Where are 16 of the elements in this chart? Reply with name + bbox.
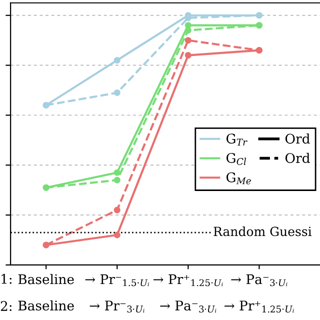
text: → Pr⁻$_{3·Uᵢ}$ <box>90 300 144 313</box>
x-tick-label: → Pr⁻$_{1.5·Uᵢ}$ <box>85 274 150 286</box>
text: 2: <box>0 301 12 312</box>
text: Baseline <box>18 300 74 311</box>
ref-line-label: Random Guessi <box>214 226 312 236</box>
text: 1: <box>2 274 12 284</box>
legend-label: G$_{Cl}$ <box>226 152 246 165</box>
x-tick-label: → Pr⁺$_{1.25·Uᵢ}$ <box>153 274 223 286</box>
annotation: Ord <box>285 152 310 164</box>
x-tick-label: → Pa⁻$_{3·Uᵢ}$ <box>231 274 288 286</box>
annotation: Ord <box>285 133 310 144</box>
legend-label: G$_{Tr}$ <box>226 134 248 146</box>
legend-label: G$_{Me}$ <box>226 172 251 184</box>
text: → Pa⁻$_{3·Uᵢ}$ <box>160 300 216 313</box>
x-tick-label: Baseline <box>18 274 74 284</box>
text: → Pr⁺$_{1.25·Uᵢ}$ <box>224 300 294 313</box>
